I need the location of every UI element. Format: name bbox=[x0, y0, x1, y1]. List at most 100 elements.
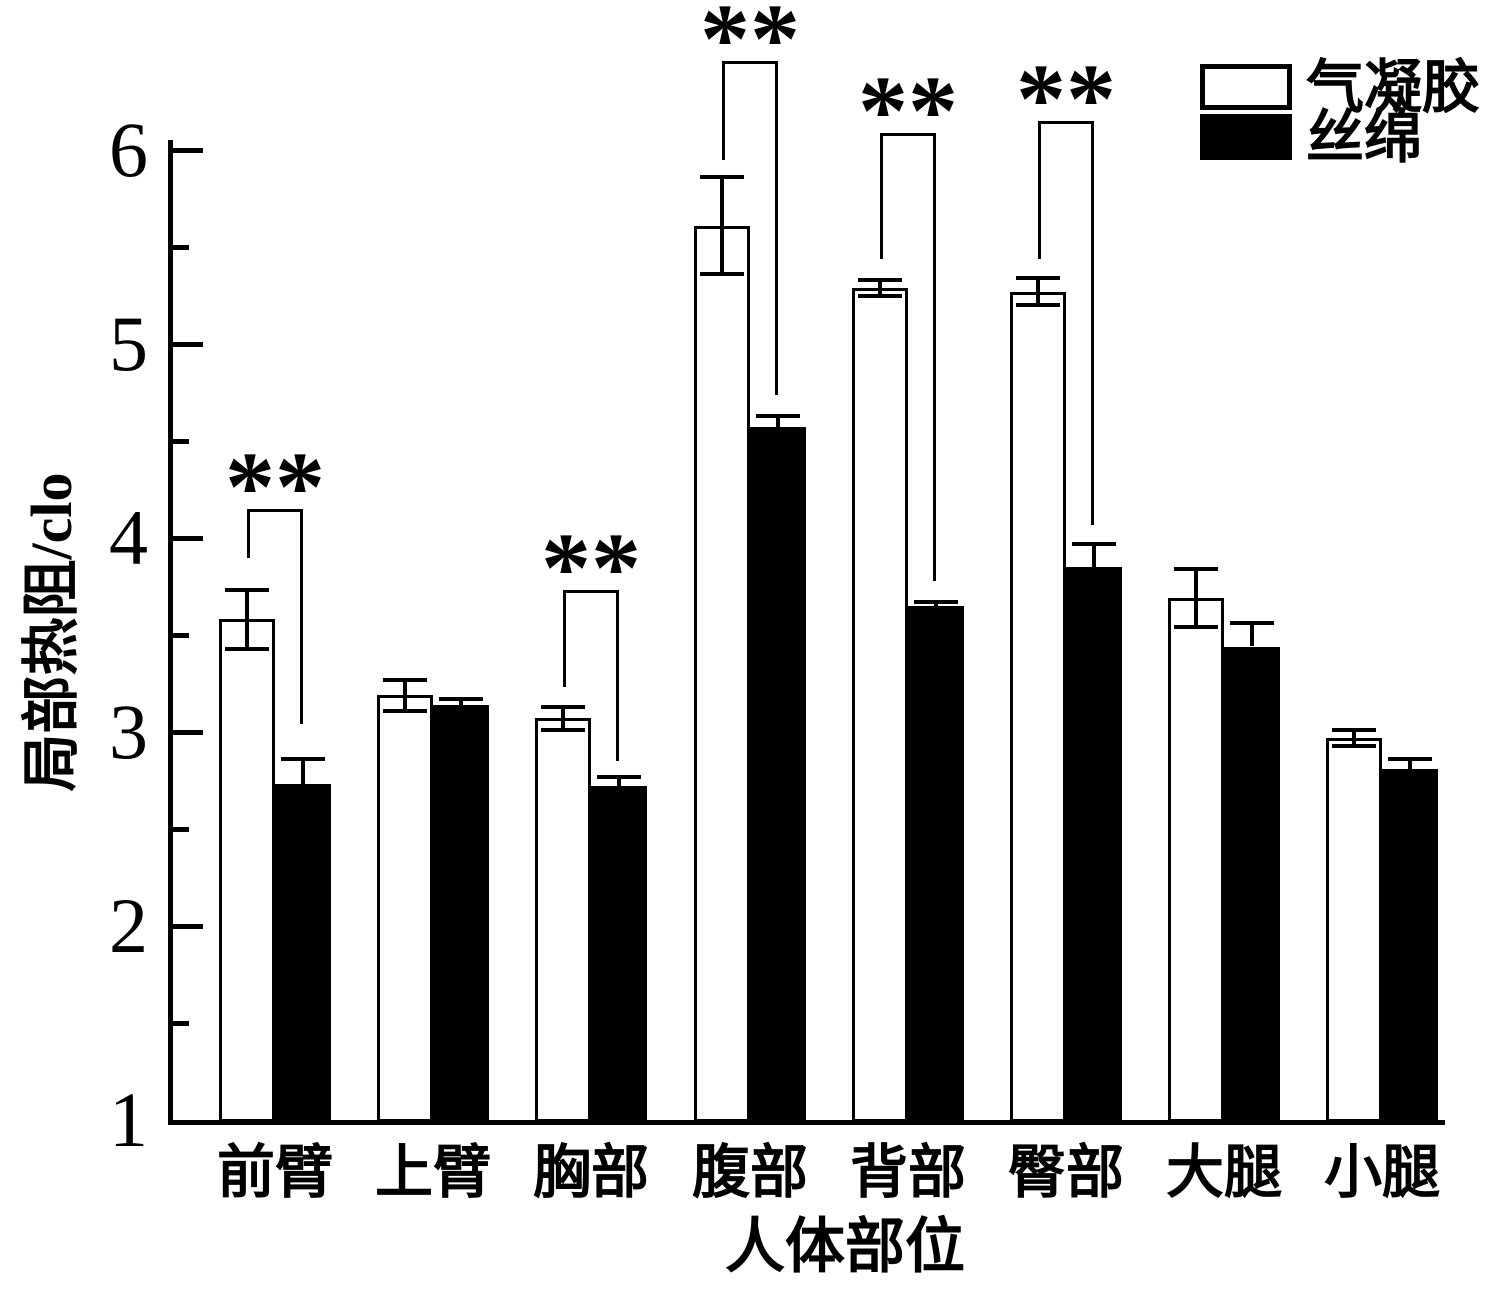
y-minor-tick bbox=[173, 1021, 189, 1026]
y-tick-label: 5 bbox=[109, 300, 148, 387]
y-major-tick bbox=[173, 536, 203, 541]
sig-bracket-left bbox=[880, 133, 883, 259]
x-category-label: 背部 bbox=[849, 1140, 966, 1205]
x-category-label: 上臂 bbox=[374, 1140, 491, 1205]
x-category-label: 前臂 bbox=[216, 1140, 333, 1205]
bar-white-0 bbox=[219, 619, 275, 1122]
legend-label-aerogel: 气凝胶 bbox=[1306, 55, 1481, 120]
bar-black-6 bbox=[1224, 647, 1280, 1122]
error-bar-stem bbox=[561, 707, 565, 730]
error-bar-stem bbox=[934, 602, 938, 606]
error-bar-cap bbox=[756, 414, 800, 418]
error-bar-cap bbox=[383, 709, 427, 713]
error-bar-cap bbox=[1332, 728, 1376, 732]
sig-bracket-top bbox=[1038, 121, 1094, 124]
error-bar-cap bbox=[700, 175, 744, 179]
error-bar-cap bbox=[914, 600, 958, 604]
y-minor-tick bbox=[173, 827, 189, 832]
bar-black-3 bbox=[750, 427, 806, 1122]
y-minor-tick bbox=[173, 633, 189, 638]
error-bar-cap bbox=[541, 728, 585, 732]
error-bar-cap bbox=[1332, 744, 1376, 748]
y-tick-label: 4 bbox=[109, 494, 148, 581]
error-bar-stem bbox=[720, 177, 724, 274]
error-bar-stem bbox=[245, 590, 249, 648]
sig-bracket-right bbox=[616, 590, 619, 761]
bar-white-4 bbox=[852, 288, 908, 1122]
bar-white-6 bbox=[1168, 598, 1224, 1122]
legend-swatch-aerogel bbox=[1200, 64, 1292, 110]
error-bar-stem bbox=[878, 280, 882, 296]
error-bar-cap bbox=[383, 678, 427, 682]
error-bar-stem bbox=[1092, 544, 1096, 567]
bar-black-4 bbox=[908, 606, 964, 1122]
error-bar-cap bbox=[1174, 625, 1218, 629]
y-major-tick bbox=[173, 148, 203, 153]
error-bar-cap bbox=[700, 272, 744, 276]
bar-white-7 bbox=[1326, 738, 1382, 1122]
sig-bracket-right bbox=[933, 133, 936, 581]
y-tick-label: 6 bbox=[109, 106, 148, 193]
bar-black-7 bbox=[1382, 769, 1438, 1122]
error-bar-cap bbox=[225, 647, 269, 651]
y-axis-line bbox=[168, 140, 173, 1125]
sig-bracket-top bbox=[563, 590, 619, 593]
significance-stars: ** bbox=[541, 512, 641, 623]
bar-black-0 bbox=[275, 784, 331, 1122]
error-bar-cap bbox=[281, 757, 325, 761]
error-bar-cap bbox=[1174, 567, 1218, 571]
error-bar-cap bbox=[541, 705, 585, 709]
error-bar-cap bbox=[858, 294, 902, 298]
bar-black-1 bbox=[433, 705, 489, 1122]
sig-bracket-right bbox=[1091, 121, 1094, 525]
y-tick-label: 2 bbox=[109, 882, 148, 969]
error-bar-cap bbox=[1388, 757, 1432, 761]
error-bar-stem bbox=[1036, 278, 1040, 305]
x-category-label: 臀部 bbox=[1007, 1140, 1124, 1205]
bar-white-5 bbox=[1010, 292, 1066, 1122]
y-tick-label: 1 bbox=[109, 1076, 148, 1163]
error-bar-stem bbox=[1194, 569, 1198, 627]
sig-bracket-left bbox=[722, 61, 725, 160]
error-bar-cap bbox=[1016, 276, 1060, 280]
x-axis-title: 人体部位 bbox=[725, 1214, 965, 1280]
error-bar-cap bbox=[858, 278, 902, 282]
error-bar-cap bbox=[225, 588, 269, 592]
y-axis-title: 局部热阻/clo bbox=[19, 472, 84, 792]
bar-white-2 bbox=[535, 718, 591, 1122]
error-bar-cap bbox=[1230, 621, 1274, 625]
x-axis-line bbox=[168, 1120, 1445, 1125]
sig-bracket-left bbox=[1038, 121, 1041, 259]
error-bar-stem bbox=[617, 777, 621, 787]
error-bar-cap bbox=[439, 697, 483, 701]
y-major-tick bbox=[173, 924, 203, 929]
significance-stars: ** bbox=[1016, 43, 1116, 154]
y-minor-tick bbox=[173, 439, 189, 444]
error-bar-stem bbox=[403, 680, 407, 711]
x-category-label: 胸部 bbox=[532, 1140, 649, 1205]
sig-bracket-top bbox=[722, 61, 778, 64]
error-bar-cap bbox=[1016, 303, 1060, 307]
y-tick-label: 3 bbox=[109, 688, 148, 775]
bar-black-2 bbox=[591, 786, 647, 1122]
x-category-label: 小腿 bbox=[1323, 1140, 1440, 1205]
sig-bracket-top bbox=[880, 133, 936, 136]
x-category-label: 腹部 bbox=[691, 1140, 808, 1205]
significance-stars: ** bbox=[225, 431, 325, 542]
error-bar-cap bbox=[1072, 542, 1116, 546]
error-bar-stem bbox=[459, 699, 463, 705]
sig-bracket-right bbox=[775, 61, 778, 395]
sig-bracket-left bbox=[247, 509, 250, 558]
bar-white-1 bbox=[377, 695, 433, 1122]
bar-black-5 bbox=[1066, 567, 1122, 1122]
sig-bracket-left bbox=[563, 590, 566, 687]
error-bar-stem bbox=[1352, 730, 1356, 746]
significance-stars: ** bbox=[700, 0, 800, 94]
error-bar-stem bbox=[1408, 759, 1412, 769]
y-minor-tick bbox=[173, 245, 189, 250]
y-major-tick bbox=[173, 342, 203, 347]
error-bar-cap bbox=[597, 775, 641, 779]
sig-bracket-right bbox=[300, 509, 303, 724]
x-category-label: 大腿 bbox=[1165, 1140, 1282, 1205]
